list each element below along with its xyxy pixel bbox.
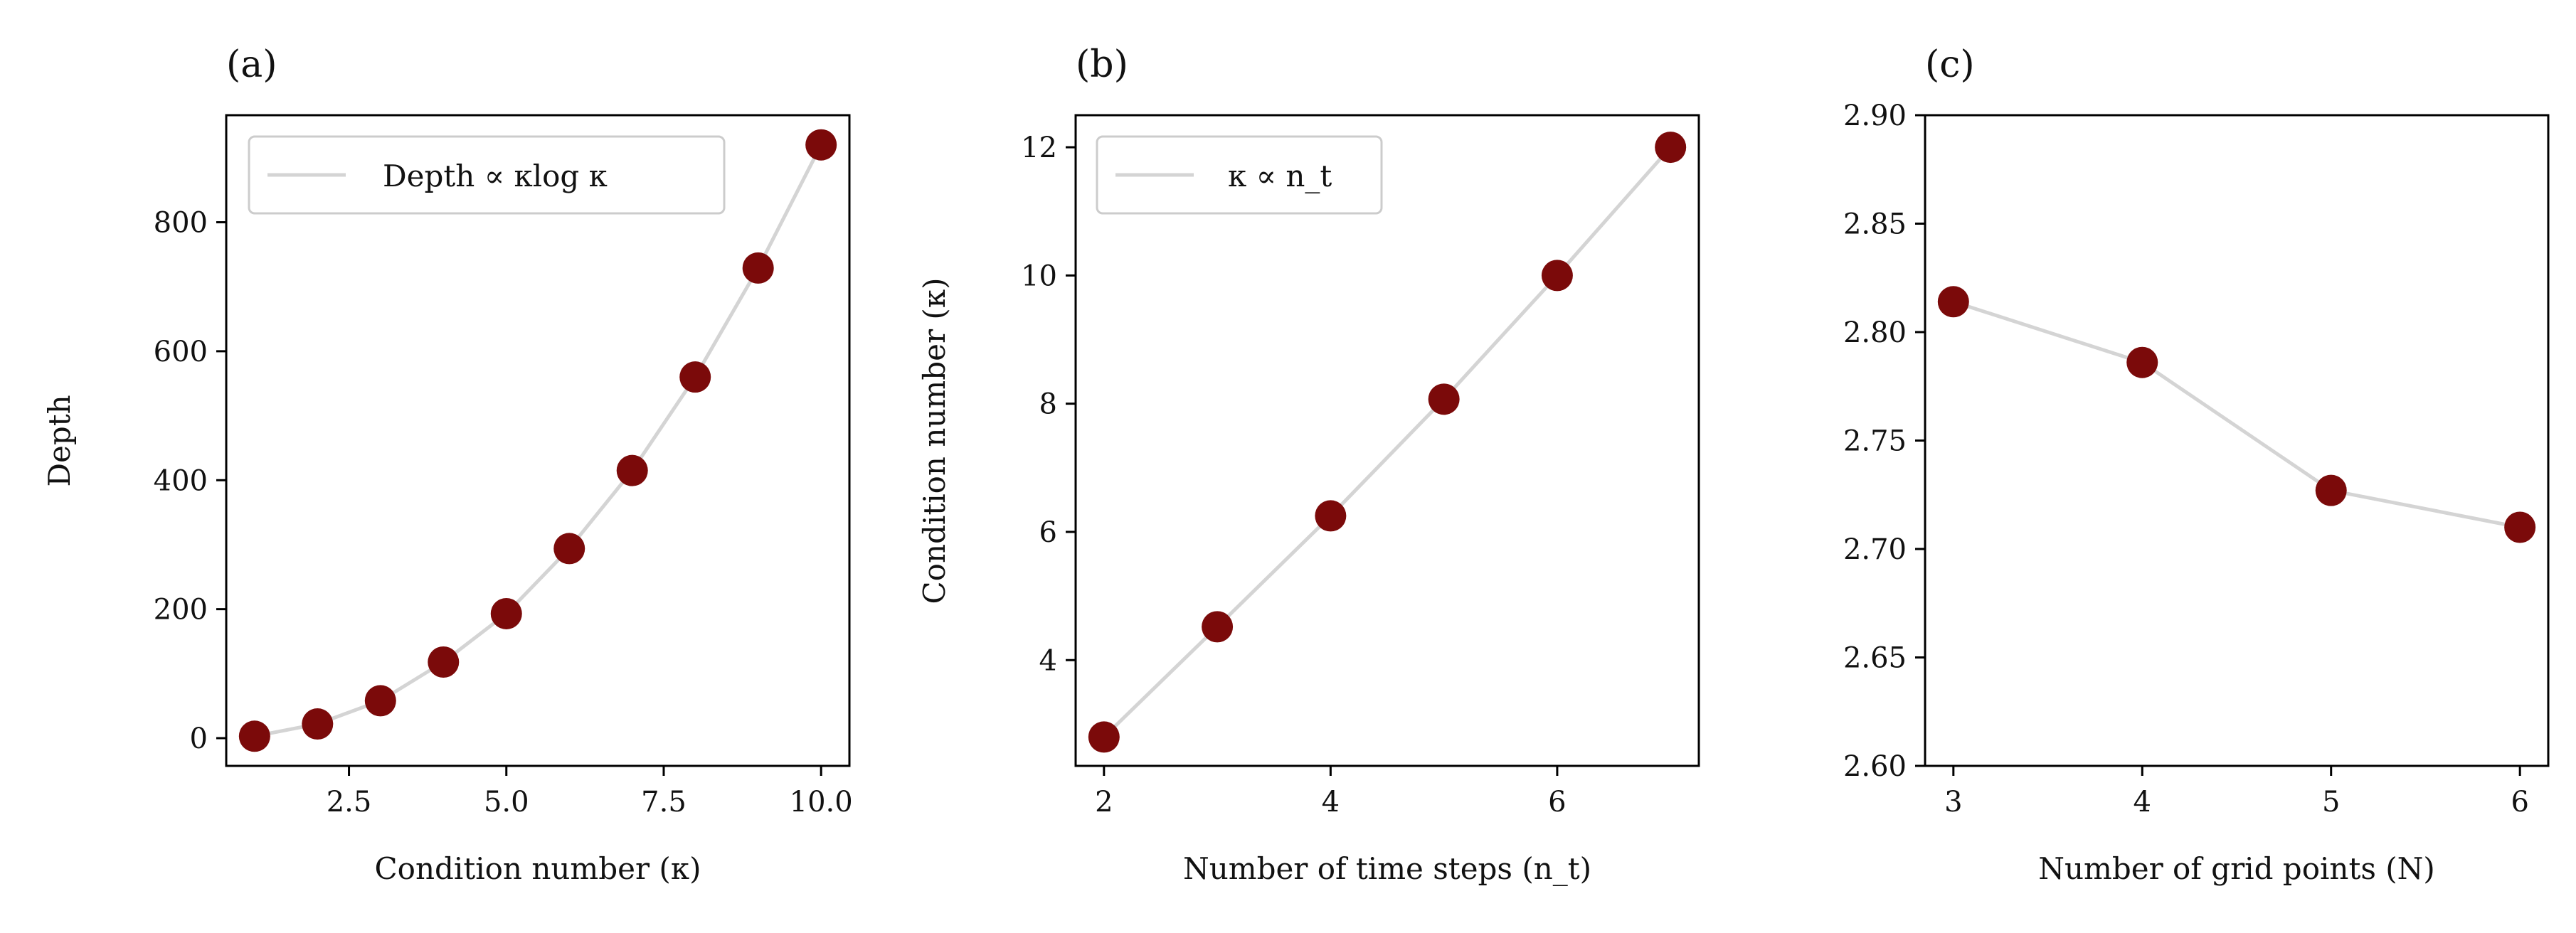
panel-b-xtick-label: 2	[1095, 786, 1113, 819]
panel-c-xtick-label: 4	[2134, 786, 2151, 819]
panel-a-ytick-label: 600	[154, 336, 208, 368]
panel-b-data-point	[1541, 260, 1573, 292]
panel-c-xtick-label: 6	[2511, 786, 2528, 819]
panel-a-ytick-label: 0	[190, 723, 208, 755]
panel-c-data-point	[1937, 286, 1969, 318]
panel-a-legend-label: Depth ∝ κlog κ	[383, 159, 608, 193]
panel-a-xlabel: Condition number (κ)	[375, 851, 701, 886]
panel-b-legend-label: κ ∝ n_t	[1228, 159, 1332, 193]
panel-c-frame	[1924, 114, 2550, 767]
panel-a-data-point	[679, 361, 711, 393]
panel-a-legend-box	[248, 135, 726, 215]
panel-a-xtick-label: 10.0	[790, 786, 853, 819]
panel-c-series-line	[1953, 299, 2521, 529]
panel-b-data-point	[1202, 611, 1234, 643]
panel-b-data-point	[1088, 721, 1120, 753]
panel-c-ytick-label: 2.90	[1843, 100, 1907, 132]
panel-b-xlabel: Number of time steps (n_t)	[1183, 851, 1591, 886]
panel-a-series-line	[254, 144, 823, 738]
panel-a-ylabel: Depth	[42, 395, 77, 486]
panel-a-label: (a)	[226, 43, 277, 86]
panel-a-frame	[225, 114, 851, 767]
panel-a-xtick-label: 5.0	[484, 786, 529, 819]
panel-c-ytick-label: 2.75	[1843, 425, 1907, 458]
panel-a-ytick-label: 800	[154, 207, 208, 240]
panel-c-ytick-label: 2.70	[1843, 533, 1907, 566]
panel-a-data-point	[364, 685, 396, 717]
panel-a-data-point	[805, 129, 837, 161]
panel-a-data-point	[302, 708, 334, 740]
panel-c-ytick-label: 2.80	[1843, 316, 1907, 349]
panel-b-data-point	[1315, 500, 1347, 532]
panel-c: (c) 3 4 5 6 2.60 2.65 2.70 2.75 2.80 2.85 2.90 Nu…	[1843, 43, 2550, 886]
panel-c-xlabel: Number of grid points (N)	[2038, 851, 2435, 886]
panel-b: (b) 2 4 6 4 6 8 10 12 Number of time steps (n_…	[917, 43, 1700, 886]
panel-a-ytick-label: 400	[154, 464, 208, 497]
panel-b-data-point	[1428, 383, 1460, 415]
panel-a-data-point	[428, 646, 460, 678]
panel-b-label: (b)	[1076, 43, 1128, 86]
panel-b-legend: κ ∝ n_t	[1096, 135, 1383, 215]
panel-a-data-point	[553, 533, 585, 565]
panel-b-series-line	[1103, 146, 1673, 739]
panel-b-xtick-label: 4	[1322, 786, 1340, 819]
panel-b-ytick-label: 8	[1039, 388, 1057, 421]
panel-b-ytick-label: 6	[1039, 516, 1057, 549]
panel-c-data-point	[2126, 346, 2158, 378]
panel-b-ylabel: Condition number (κ)	[917, 278, 952, 604]
panel-c-data-point	[2504, 511, 2536, 543]
panel-b-legend-box	[1096, 135, 1383, 215]
panel-a-data-point	[616, 454, 648, 486]
panel-c-data-point	[2315, 474, 2347, 506]
panel-c-ytick-label: 2.60	[1843, 750, 1907, 783]
panel-c-xtick-label: 5	[2322, 786, 2340, 819]
panel-b-ytick-label: 12	[1021, 132, 1057, 164]
panel-b-ytick-label: 4	[1039, 644, 1057, 677]
panel-c-ytick-label: 2.65	[1843, 642, 1907, 675]
panel-a-legend: Depth ∝ κlog κ	[248, 135, 726, 215]
panel-a-xtick-label: 2.5	[327, 786, 372, 819]
panel-a-data-point	[238, 720, 270, 752]
panel-a: (a) 2.5 5.0 7.5 10.0 0 200 400 600 800 Conditio…	[42, 43, 853, 886]
panel-b-frame	[1074, 114, 1700, 767]
panel-c-xtick-label: 3	[1944, 786, 1962, 819]
panel-b-xtick-label: 6	[1548, 786, 1566, 819]
panel-b-ytick-label: 10	[1021, 260, 1057, 292]
panel-a-data-point	[742, 252, 774, 284]
panel-c-ytick-label: 2.85	[1843, 208, 1907, 241]
panel-c-label: (c)	[1925, 43, 1975, 86]
panel-a-xtick-label: 7.5	[641, 786, 687, 819]
panel-b-data-point	[1655, 132, 1687, 164]
panel-a-data-point	[490, 597, 522, 629]
panel-a-ytick-label: 200	[154, 594, 208, 627]
